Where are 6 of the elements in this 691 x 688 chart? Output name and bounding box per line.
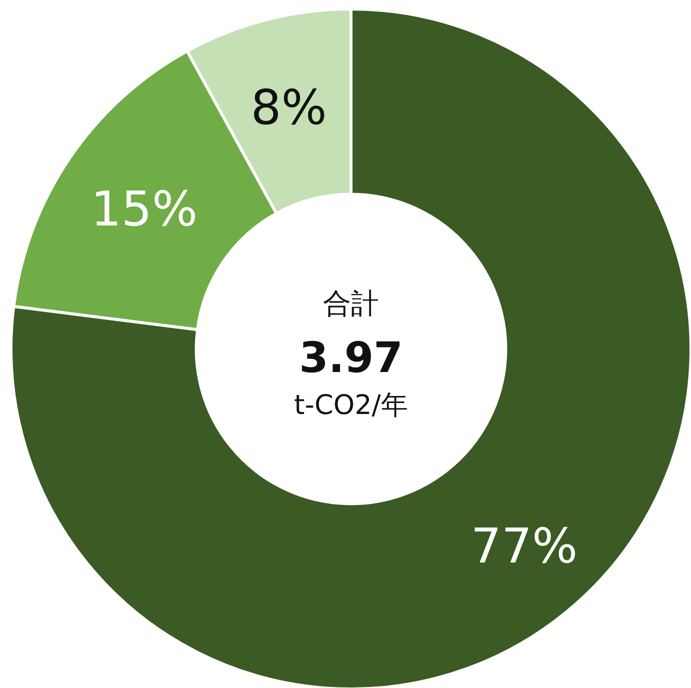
data-label: 15% [90,181,198,238]
text: t-CO2/年 [294,390,408,421]
text: 合計 [323,287,379,320]
text: 3.97 [299,333,403,382]
data-label: 77% [470,518,578,575]
data-label: 8% [250,80,327,136]
